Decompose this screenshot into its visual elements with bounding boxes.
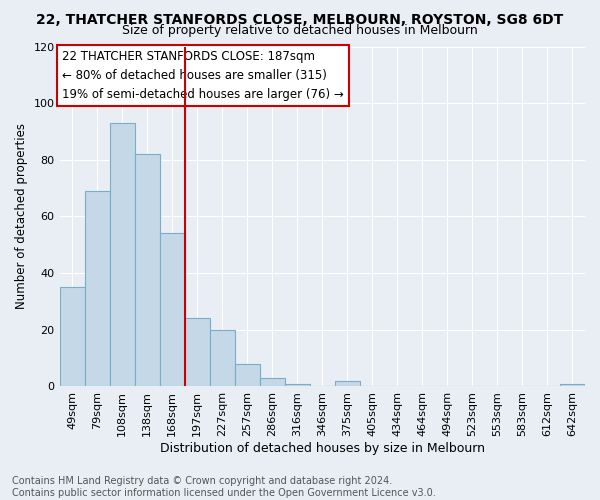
Bar <box>335 381 360 386</box>
Bar <box>260 378 285 386</box>
Y-axis label: Number of detached properties: Number of detached properties <box>15 124 28 310</box>
Bar <box>110 123 134 386</box>
X-axis label: Distribution of detached houses by size in Melbourn: Distribution of detached houses by size … <box>160 442 485 455</box>
Bar <box>209 330 235 386</box>
Text: Contains HM Land Registry data © Crown copyright and database right 2024.: Contains HM Land Registry data © Crown c… <box>12 476 392 486</box>
Bar <box>560 384 585 386</box>
Text: 22, THATCHER STANFORDS CLOSE, MELBOURN, ROYSTON, SG8 6DT: 22, THATCHER STANFORDS CLOSE, MELBOURN, … <box>37 12 563 26</box>
Bar <box>85 191 110 386</box>
Bar <box>285 384 310 386</box>
Bar <box>160 234 185 386</box>
Bar <box>185 318 209 386</box>
Bar <box>134 154 160 386</box>
Bar <box>235 364 260 386</box>
Text: 22 THATCHER STANFORDS CLOSE: 187sqm
← 80% of detached houses are smaller (315)
1: 22 THATCHER STANFORDS CLOSE: 187sqm ← 80… <box>62 50 344 101</box>
Bar <box>59 288 85 386</box>
Text: Contains public sector information licensed under the Open Government Licence v3: Contains public sector information licen… <box>12 488 436 498</box>
Text: Size of property relative to detached houses in Melbourn: Size of property relative to detached ho… <box>122 24 478 37</box>
